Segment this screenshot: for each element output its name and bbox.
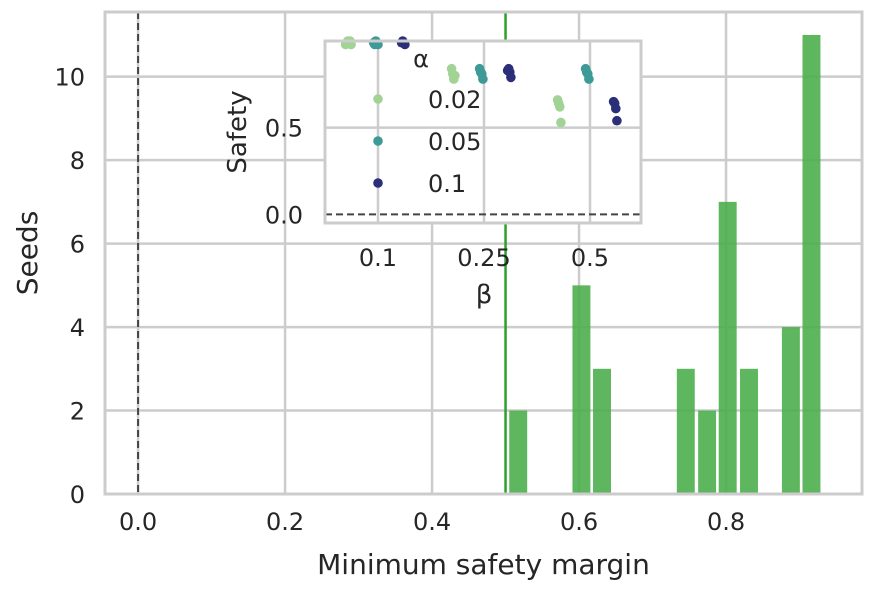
main-x-axis-label: Minimum safety margin	[317, 548, 650, 581]
inset-x-tick-label: 0.1	[359, 244, 397, 272]
inset-scatter-point	[478, 74, 488, 84]
histogram-bar	[781, 327, 800, 494]
legend-label: 0.05	[428, 128, 481, 156]
inset-scatter-point	[584, 74, 594, 84]
main-x-tick-label: 0.6	[560, 508, 598, 536]
histogram-bar	[676, 368, 695, 494]
legend-marker	[373, 136, 383, 146]
main-y-tick-label: 8	[70, 147, 85, 175]
inset-scatter-point	[506, 72, 516, 83]
histogram-bar	[698, 410, 717, 494]
histogram-bar	[740, 368, 758, 494]
histogram-bar	[718, 201, 737, 494]
inset-scatter-point	[556, 117, 566, 128]
main-y-tick-label: 10	[54, 64, 85, 92]
inset-y-tick-label: 0.5	[265, 115, 303, 143]
main-x-tick-label: 0.4	[413, 508, 451, 536]
histogram-bar	[593, 368, 611, 494]
inset-chart: α 0.02 0.05 0.1 0.1 0.25 0.5 0.0 0.5 β Safety	[223, 36, 643, 310]
inset-scatter-point	[450, 70, 460, 81]
inset-axes-frame	[323, 39, 643, 225]
legend-label: 0.02	[428, 86, 481, 114]
main-y-axis-label: Seeds	[11, 211, 44, 296]
main-x-tick-label: 0.8	[707, 508, 745, 536]
histogram-bar	[802, 34, 821, 494]
main-y-tick-label: 4	[70, 314, 85, 342]
main-y-tick-label: 0	[70, 481, 85, 509]
inset-scatter-point	[612, 115, 622, 126]
inset-scatter-points	[340, 36, 622, 128]
main-y-tick-label: 6	[70, 231, 85, 259]
legend-title: α	[413, 45, 429, 73]
inset-tick-labels: 0.1 0.25 0.5 0.0 0.5	[265, 115, 609, 272]
inset-legend: α 0.02 0.05 0.1	[373, 45, 481, 198]
main-x-tick-label: 0.0	[119, 508, 157, 536]
histogram-bar	[572, 285, 591, 494]
main-y-tick-label: 2	[70, 398, 85, 426]
main-x-tick-label: 0.2	[266, 508, 304, 536]
inset-y-axis-label: Safety	[223, 90, 253, 173]
main-tick-labels: 0.0 0.2 0.4 0.6 0.8 0 2 4 6 8 10	[54, 64, 745, 536]
inset-x-tick-label: 0.25	[457, 244, 510, 272]
histogram-bars	[509, 34, 821, 494]
inset-scatter-point	[611, 103, 621, 114]
inset-x-axis-label: β	[476, 280, 493, 310]
inset-x-tick-label: 0.5	[571, 244, 609, 272]
legend-marker	[373, 94, 383, 104]
main-axes-frame	[103, 10, 864, 496]
inset-y-tick-label: 0.0	[265, 201, 303, 229]
legend-label: 0.1	[428, 170, 466, 198]
histogram-bar	[509, 410, 528, 494]
legend-marker	[373, 178, 383, 188]
inset-scatter-point	[555, 102, 565, 112]
